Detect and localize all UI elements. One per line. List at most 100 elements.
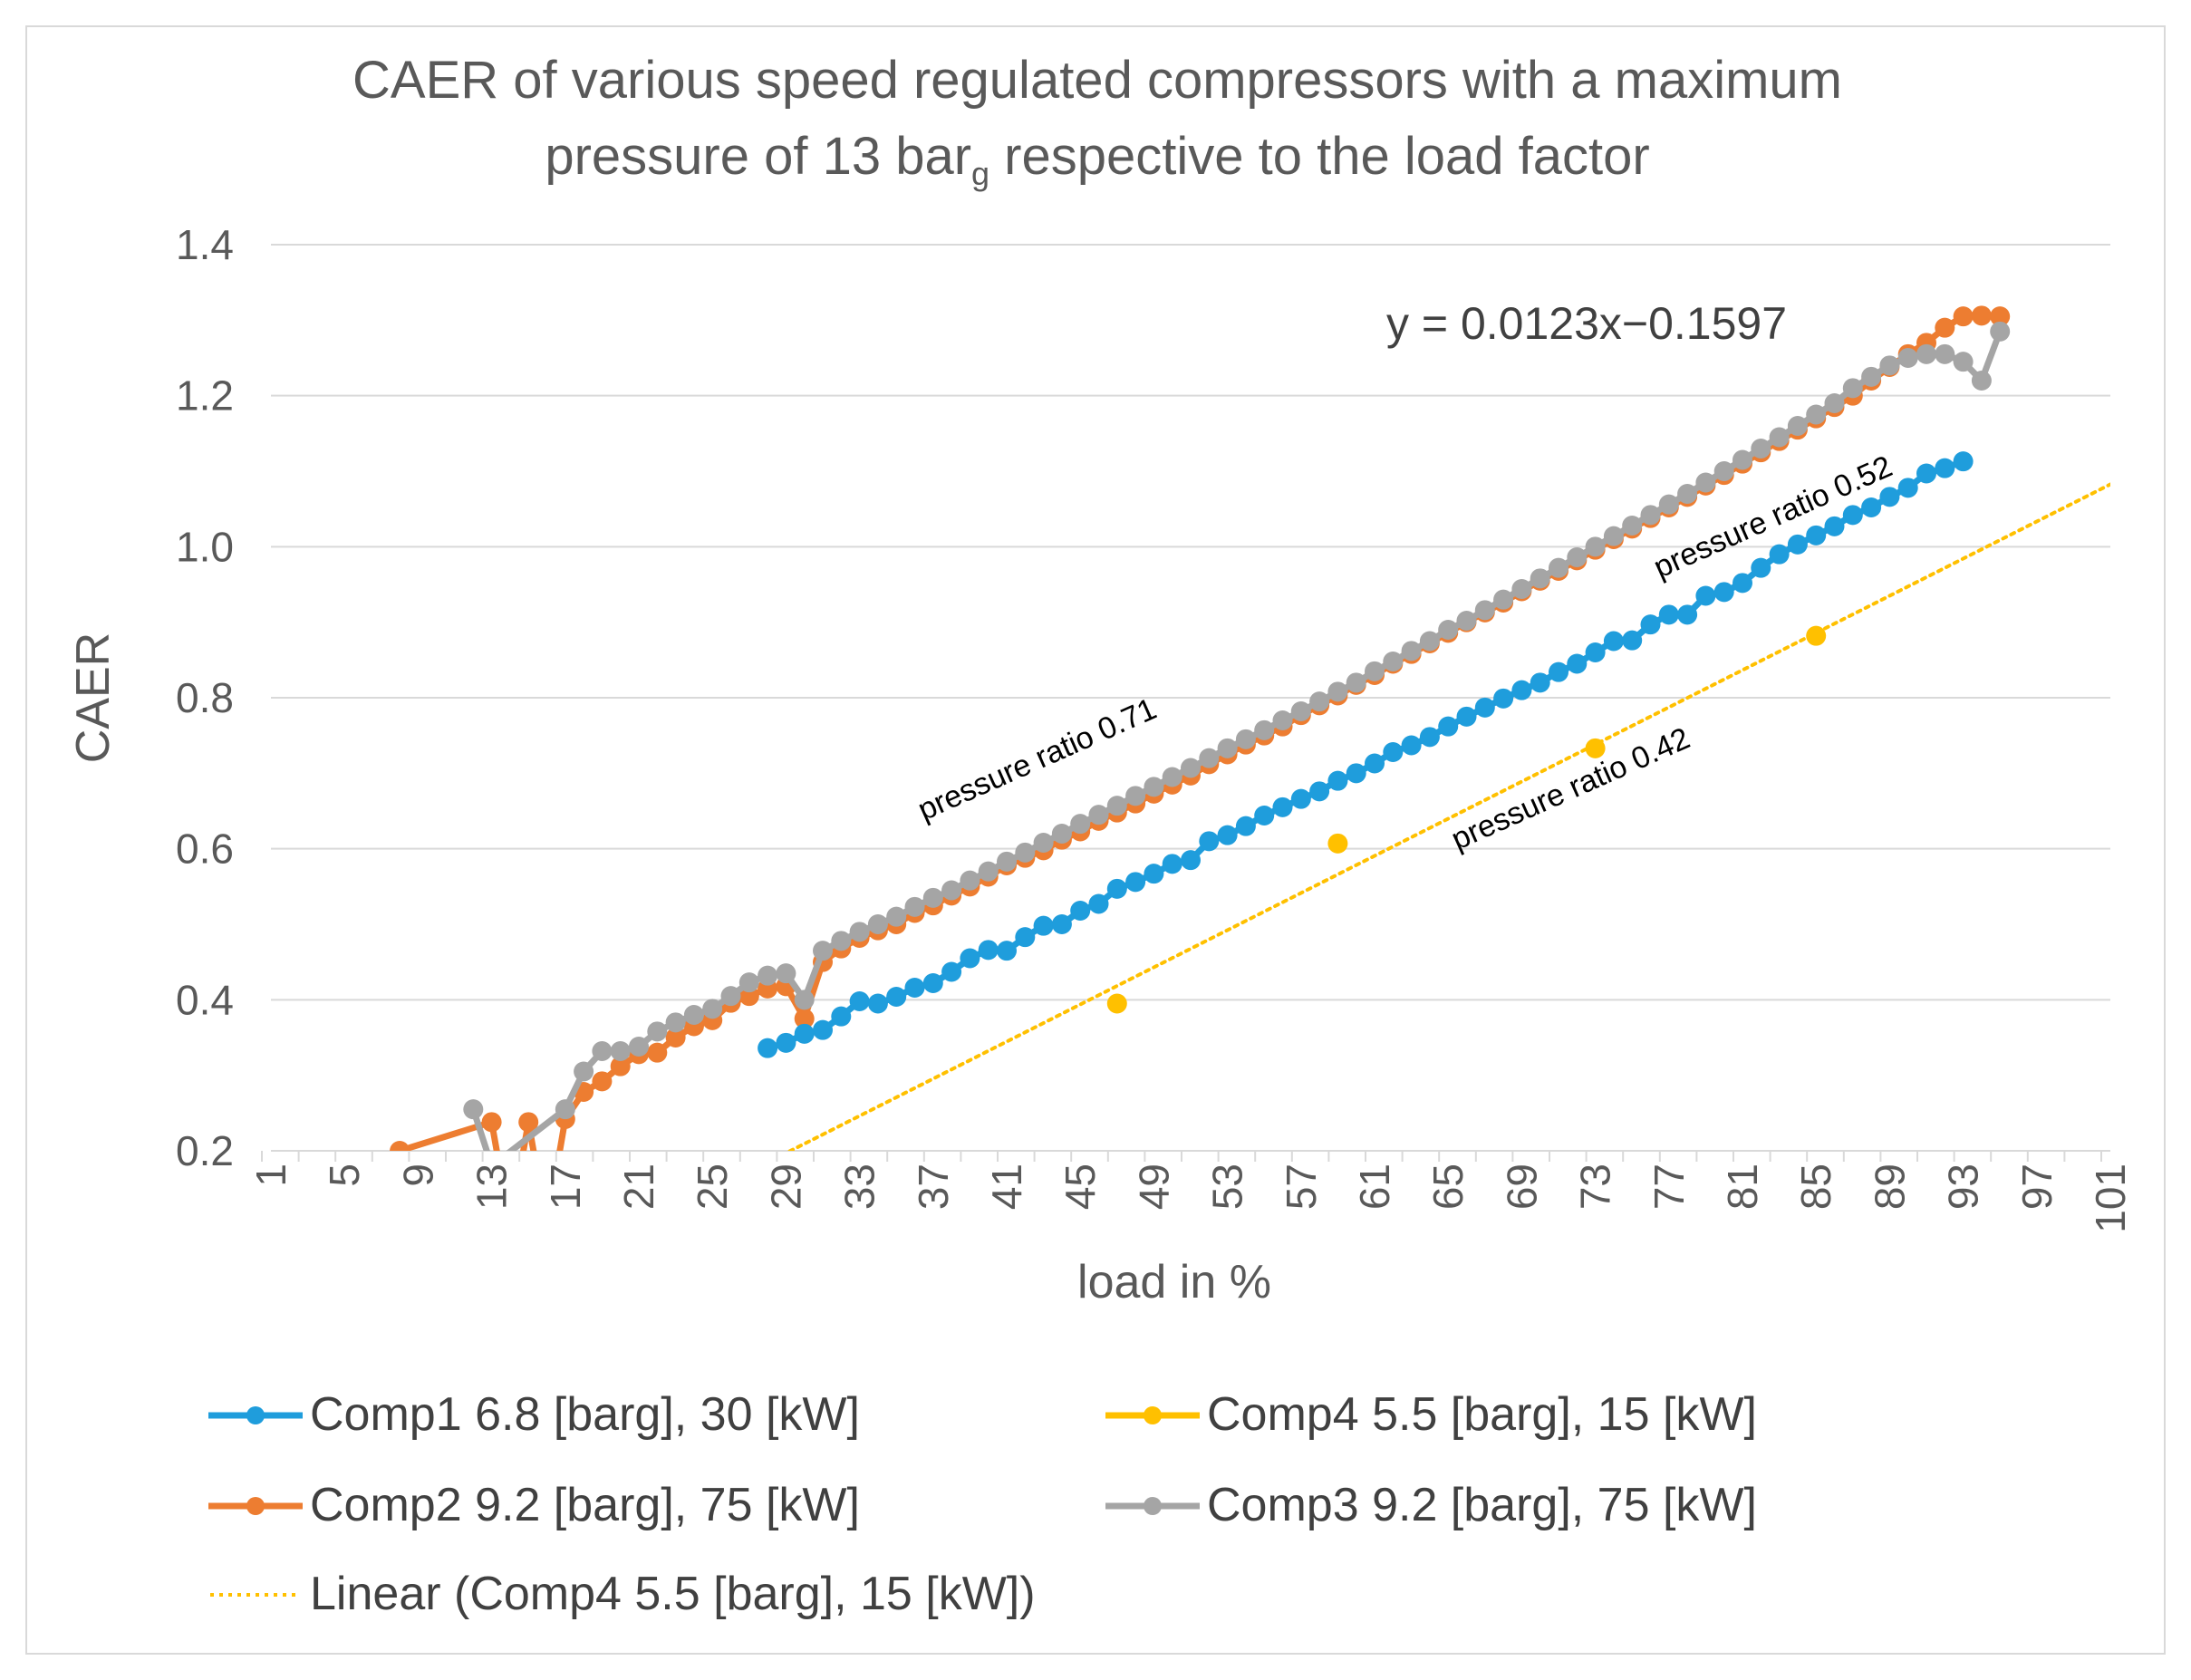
data-point bbox=[1971, 371, 1992, 391]
pressure-ratio-annotation: pressure ratio 0.42 bbox=[1446, 721, 1694, 857]
data-point bbox=[1824, 516, 1845, 536]
data-point bbox=[1254, 719, 1275, 740]
data-point bbox=[1990, 321, 2011, 342]
data-point bbox=[1622, 630, 1643, 651]
data-point bbox=[1181, 850, 1201, 871]
x-tick-label: 85 bbox=[1792, 1163, 1839, 1210]
x-tick-label: 9 bbox=[394, 1163, 441, 1187]
y-tick-label: 0.2 bbox=[176, 1127, 234, 1174]
data-point bbox=[960, 948, 980, 969]
x-tick-label: 1 bbox=[247, 1163, 294, 1187]
x-tick-label: 25 bbox=[689, 1163, 736, 1210]
data-point bbox=[1585, 738, 1606, 758]
data-point bbox=[1327, 681, 1348, 702]
data-point bbox=[776, 1032, 796, 1053]
y-tick-label: 0.4 bbox=[176, 976, 234, 1023]
data-point bbox=[1365, 661, 1385, 681]
data-point bbox=[629, 1037, 649, 1057]
data-point bbox=[1842, 505, 1863, 526]
data-point bbox=[500, 1216, 520, 1236]
x-tick-label: 29 bbox=[762, 1163, 809, 1210]
data-point bbox=[1567, 653, 1588, 674]
series-group bbox=[390, 305, 2011, 1236]
x-tick-label: 17 bbox=[542, 1163, 589, 1210]
data-point bbox=[647, 1042, 668, 1063]
data-point bbox=[1733, 449, 1752, 470]
y-axis-title: CAER bbox=[67, 632, 120, 763]
legend-item: Comp2 9.2 [barg], 75 [kW] bbox=[208, 1479, 860, 1531]
data-point bbox=[1199, 748, 1220, 768]
data-point bbox=[1070, 901, 1091, 921]
data-point bbox=[1842, 378, 1863, 399]
data-point bbox=[1162, 767, 1182, 787]
data-point bbox=[1401, 641, 1422, 661]
data-point bbox=[1879, 487, 1900, 507]
x-tick-label: 73 bbox=[1572, 1163, 1619, 1210]
data-point bbox=[1419, 727, 1440, 748]
data-point bbox=[831, 1006, 852, 1027]
x-tick-label: 45 bbox=[1057, 1163, 1104, 1210]
x-tick-label: 49 bbox=[1130, 1163, 1177, 1210]
data-point bbox=[1235, 729, 1256, 749]
x-axis bbox=[261, 1150, 2110, 1162]
data-point bbox=[1990, 306, 2011, 327]
y-axis-ticks: 0.2 0.4 0.6 0.8 1.0 1.2 1.4 bbox=[176, 221, 234, 1174]
data-point bbox=[738, 972, 759, 993]
legend-marker bbox=[1144, 1497, 1162, 1515]
data-point bbox=[1383, 742, 1404, 762]
data-point bbox=[592, 1071, 613, 1092]
data-point bbox=[1713, 582, 1734, 603]
data-point bbox=[813, 941, 833, 961]
data-point bbox=[1290, 701, 1311, 721]
data-point bbox=[1033, 833, 1054, 853]
data-point bbox=[1290, 788, 1311, 809]
chart-title-line2-post: respective to the load factor bbox=[989, 127, 1650, 186]
data-point bbox=[867, 993, 888, 1014]
series-4 bbox=[1106, 625, 1827, 1014]
data-point bbox=[1015, 842, 1036, 863]
data-point bbox=[1879, 355, 1900, 376]
chart-title-line1: CAER of various speed regulated compress… bbox=[352, 51, 1842, 110]
data-point bbox=[610, 1041, 631, 1061]
x-tick-label: 97 bbox=[2013, 1163, 2061, 1210]
data-point bbox=[1327, 833, 1348, 854]
data-point bbox=[1787, 534, 1808, 555]
data-point bbox=[1530, 568, 1550, 589]
data-point bbox=[849, 991, 870, 1011]
x-tick-label: 33 bbox=[836, 1163, 883, 1210]
data-point bbox=[978, 940, 999, 961]
x-tick-label: 101 bbox=[2087, 1163, 2134, 1233]
data-point bbox=[574, 1061, 594, 1082]
data-point bbox=[1603, 526, 1624, 546]
data-point bbox=[997, 851, 1017, 872]
legend-label: Linear (Comp4 5.5 [barg], 15 [kW]) bbox=[310, 1568, 1036, 1620]
data-point bbox=[1217, 738, 1238, 758]
data-point bbox=[1622, 516, 1643, 536]
chart-frame: CAER of various speed regulated compress… bbox=[25, 25, 2166, 1655]
data-point bbox=[555, 1099, 575, 1120]
data-point bbox=[1769, 427, 1790, 448]
data-point bbox=[1438, 620, 1459, 640]
data-point bbox=[960, 870, 980, 891]
data-point bbox=[1806, 625, 1827, 646]
data-point bbox=[794, 990, 815, 1010]
legend-item: Comp1 6.8 [barg], 30 [kW] bbox=[208, 1388, 860, 1441]
x-tick-label: 69 bbox=[1498, 1163, 1545, 1210]
data-point bbox=[665, 1012, 686, 1033]
data-point bbox=[1033, 915, 1054, 936]
data-point bbox=[1419, 631, 1440, 652]
data-point bbox=[1567, 547, 1588, 567]
x-tick-label: 81 bbox=[1719, 1163, 1766, 1210]
data-point bbox=[1713, 461, 1734, 481]
data-point bbox=[1549, 661, 1568, 682]
x-axis-ticks: 1 5 9 13 17 21 25 29 33 37 41 45 49 53 57 61 65 69 73 77 81 8… bbox=[247, 1163, 2134, 1233]
data-point bbox=[1309, 781, 1330, 802]
x-tick-label: 5 bbox=[321, 1163, 368, 1187]
data-point bbox=[758, 1038, 778, 1058]
data-point bbox=[1953, 451, 1974, 472]
data-point bbox=[1585, 536, 1606, 557]
x-tick-label: 57 bbox=[1278, 1163, 1325, 1210]
data-point bbox=[1897, 348, 1918, 368]
data-point bbox=[1806, 404, 1827, 425]
data-point bbox=[1106, 993, 1127, 1014]
